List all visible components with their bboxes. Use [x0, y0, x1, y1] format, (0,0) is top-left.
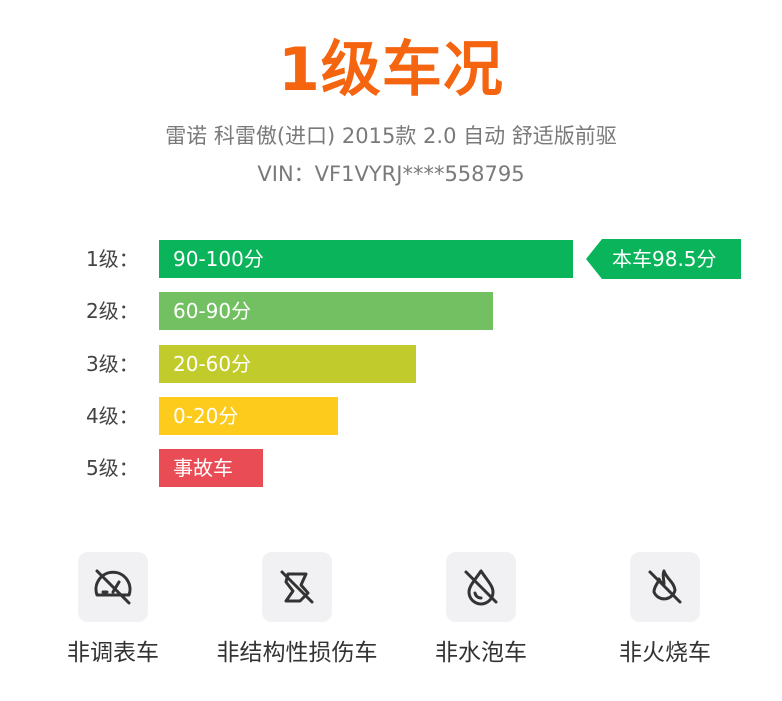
feature-label: 非调表车: [67, 640, 159, 666]
grade-bar-2: 60-90分: [159, 292, 493, 330]
no-flood-damage-icon: [464, 569, 498, 606]
car-model: 雷诺 科雷傲(进口) 2015款 2.0 自动 舒适版前驱: [165, 124, 617, 148]
feature-icon-box: [630, 552, 700, 622]
feature-icon-box: [78, 552, 148, 622]
feature-no-structural-damage: 非结构性损伤车: [197, 552, 397, 670]
vehicle-score-tag: 本车98.5分: [586, 239, 741, 279]
no-odometer-tamper-icon: [94, 569, 132, 605]
feature-label: 非水泡车: [435, 640, 527, 666]
feature-label: 非火烧车: [619, 640, 711, 666]
feature-no-flood-damage: 非水泡车: [381, 552, 581, 670]
grade-label-4: 4级：: [86, 404, 139, 428]
feature-icon-box: [446, 552, 516, 622]
grade-bar-5: 事故车: [159, 449, 263, 487]
grade-title: 1级车况: [278, 35, 504, 105]
grade-bar-1: 90-100分: [159, 240, 573, 278]
grade-label-2: 2级：: [86, 299, 139, 323]
feature-no-fire-damage: 非火烧车: [565, 552, 765, 670]
grade-label-3: 3级：: [86, 352, 139, 376]
score-tag-shape: [586, 239, 741, 279]
vehicle-score-text: 本车98.5分: [612, 247, 717, 271]
grade-bar-3: 20-60分: [159, 345, 416, 383]
vin-number: VIN：VF1VYRJ****558795: [257, 162, 525, 186]
no-structural-damage-icon: [280, 570, 314, 604]
feature-label: 非结构性损伤车: [216, 640, 378, 666]
feature-no-odometer-tamper: 非调表车: [13, 552, 213, 670]
grade-label-1: 1级：: [86, 247, 139, 271]
feature-icon-box: [262, 552, 332, 622]
grade-bar-4: 0-20分: [159, 397, 338, 435]
grade-label-5: 5级：: [86, 456, 139, 480]
no-fire-damage-icon: [648, 569, 682, 604]
